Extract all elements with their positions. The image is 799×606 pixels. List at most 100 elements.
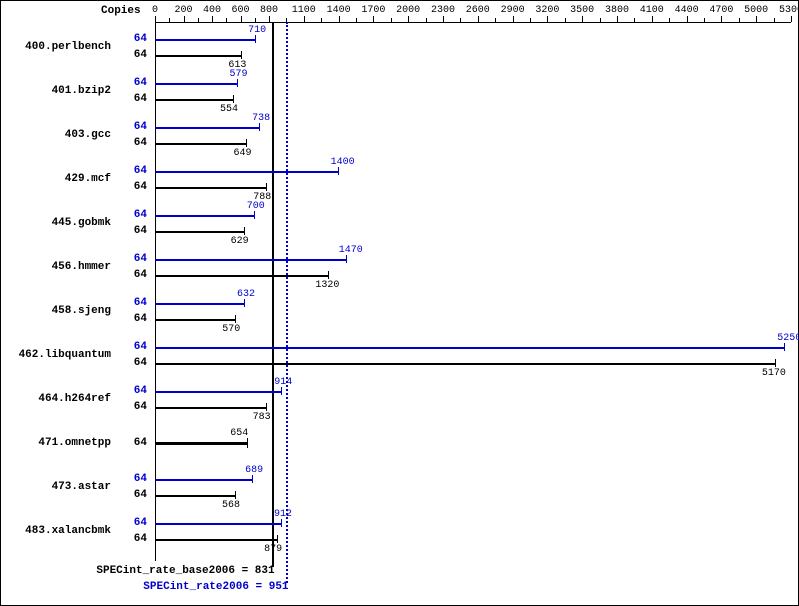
copies-base: 64 [129,357,147,369]
bar-peak-cap [255,35,256,43]
benchmark-name: 456.hmmer [52,261,111,273]
x-tick-label: 2600 [466,5,490,16]
x-tick-label: 600 [231,5,249,16]
value-peak: 1470 [339,245,363,256]
benchmark-name: 473.astar [52,481,111,493]
value-base: 5170 [762,368,786,379]
benchmark-name: 462.libquantum [19,349,111,361]
summary-peak: SPECint_rate2006 = 951 [143,581,288,593]
bar-base [155,495,236,497]
benchmark-name: 464.h264ref [38,393,111,405]
value-base: 879 [264,544,282,555]
bar-peak [155,479,253,481]
copies-base: 64 [129,533,147,545]
copies-peak: 64 [129,165,147,177]
x-tick-label: 800 [260,5,278,16]
bar-base-cap [235,491,236,499]
copies-base: 64 [129,49,147,61]
bar-single [155,442,248,445]
x-tick-label: 3500 [570,5,594,16]
copies-peak: 64 [129,121,147,133]
bar-base [155,55,242,57]
bar-peak [155,171,339,173]
bar-base [155,539,278,541]
bar-base [155,143,247,145]
bar-peak-cap [281,519,282,527]
value-base: 570 [222,324,240,335]
bar-base-cap [328,271,329,279]
value-peak: 1400 [331,157,355,168]
value-base: 783 [253,412,271,423]
value-peak: 700 [247,201,265,212]
x-tick-label: 400 [203,5,221,16]
value-base: 554 [220,104,238,115]
copies-base: 64 [129,225,147,237]
value-peak: 5250 [777,333,799,344]
copies-base: 64 [129,269,147,281]
copies-peak: 64 [129,33,147,45]
copies-header: Copies [101,5,141,17]
x-tick-label: 1100 [292,5,316,16]
peak-reference-line [286,22,288,583]
bar-base-cap [277,535,278,543]
bar-peak [155,83,238,85]
bar-base-cap [233,95,234,103]
bar-peak-cap [237,79,238,87]
bar-peak-cap [252,475,253,483]
bar-base-cap [266,183,267,191]
x-tick-label: 2900 [501,5,525,16]
x-tick-label: 1400 [327,5,351,16]
bar-base-cap [244,227,245,235]
bar-peak [155,215,255,217]
bar-peak-cap [281,387,282,395]
x-tick-label: 3800 [605,5,629,16]
value-base: 654 [230,428,248,439]
bar-peak-cap [338,167,339,175]
benchmark-name: 400.perlbench [25,41,111,53]
x-axis-line [155,22,791,23]
value-peak: 710 [248,25,266,36]
summary-base: SPECint_rate_base2006 = 831 [96,565,274,577]
bar-peak-cap [346,255,347,263]
bar-base-cap [246,139,247,147]
benchmark-name: 445.gobmk [52,217,111,229]
value-peak: 914 [274,377,292,388]
copies-base: 64 [129,489,147,501]
benchmark-name: 403.gcc [65,129,111,141]
bar-peak [155,303,245,305]
copies-peak: 64 [129,297,147,309]
value-peak: 579 [230,69,248,80]
value-peak: 912 [274,509,292,520]
copies-peak: 64 [129,77,147,89]
base-reference-line [272,22,274,567]
copies-peak: 64 [129,341,147,353]
copies-base: 64 [129,137,147,149]
bar-base [155,99,234,101]
copies-base: 64 [129,401,147,413]
x-tick-label: 0 [152,5,158,16]
copies-base: 64 [129,437,147,449]
benchmark-name: 429.mcf [65,173,111,185]
copies-base: 64 [129,181,147,193]
value-peak: 632 [237,289,255,300]
bar-peak-cap [259,123,260,131]
copies-peak: 64 [129,473,147,485]
copies-base: 64 [129,313,147,325]
bar-peak [155,259,347,261]
bar-base [155,231,245,233]
value-base: 629 [231,236,249,247]
x-tick-label: 1700 [361,5,385,16]
value-peak: 738 [252,113,270,124]
benchmark-name: 483.xalancbmk [25,525,111,537]
bar-base [155,407,267,409]
x-tick-label: 4100 [640,5,664,16]
bar-base [155,319,236,321]
x-tick-label: 200 [174,5,192,16]
bar-base-cap [241,51,242,59]
bar-cap [247,438,248,448]
bar-peak-cap [244,299,245,307]
x-tick-label: 4700 [709,5,733,16]
bar-peak [155,39,256,41]
x-tick-label: 4400 [675,5,699,16]
bar-peak-cap [784,343,785,351]
